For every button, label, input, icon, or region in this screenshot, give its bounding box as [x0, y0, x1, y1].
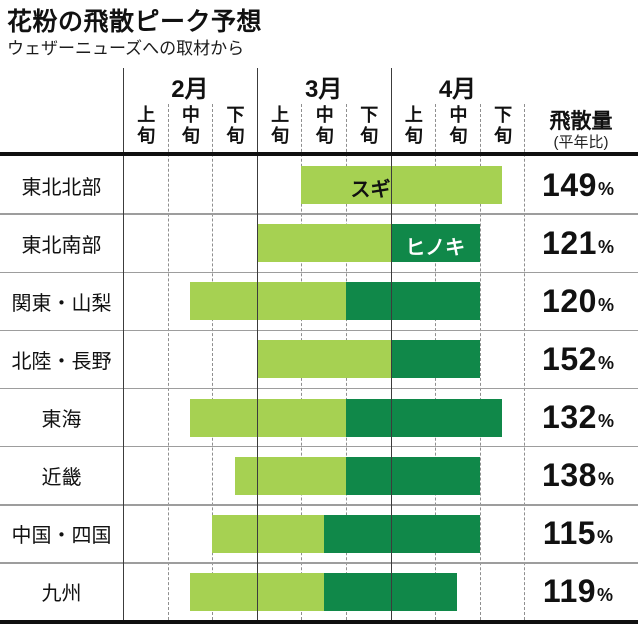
sugi-bar-segment: [189, 398, 346, 437]
sugi-bar-segment: [256, 340, 391, 379]
period-label: 上旬: [402, 105, 423, 147]
chart-row: 東海 132%: [0, 389, 638, 447]
chart-row: 北陸・長野 152%: [0, 330, 638, 388]
grid-dashed-line: [212, 104, 214, 620]
page-subtitle: ウェザーニューズへの取材から: [7, 39, 245, 58]
period-label: 中旬: [447, 105, 468, 147]
month-boundary-line: [256, 68, 258, 620]
value-number: 120: [542, 282, 597, 319]
dispersal-value: 132%: [524, 389, 632, 447]
percent-sign: %: [597, 527, 614, 548]
percent-sign: %: [597, 411, 614, 432]
month-boundary-line: [390, 68, 392, 620]
region-label: 東海: [41, 409, 82, 432]
chart-row: 中国・四国 115%: [0, 505, 638, 563]
hinoki-bar-segment: [390, 224, 480, 263]
dispersal-value: 149%: [524, 156, 632, 214]
sugi-bar-segment: [189, 282, 346, 321]
sugi-bar-segment: [212, 514, 324, 553]
hinoki-bar-segment: [346, 456, 480, 495]
dispersal-value: 138%: [524, 447, 632, 505]
row-separator: [0, 329, 638, 332]
region-label: 中国・四国: [11, 525, 112, 548]
percent-sign: %: [597, 178, 614, 199]
bar-series-label: ヒノキ: [405, 237, 466, 260]
sugi-bar-segment: [301, 166, 503, 205]
percent-sign: %: [597, 469, 614, 490]
percent-sign: %: [597, 352, 614, 373]
row-separator: [0, 387, 638, 390]
percent-sign: %: [597, 236, 614, 257]
period-label: 下旬: [492, 105, 513, 147]
row-separator: [0, 504, 638, 506]
row-separator: [0, 445, 638, 448]
dispersal-value: 119%: [524, 563, 632, 621]
chart-row: 東北北部 スギ 149%: [0, 156, 638, 214]
chart-row: 東北南部 ヒノキ 121%: [0, 214, 638, 272]
grid-dashed-line: [479, 104, 481, 620]
page-title: 花粉の飛散ピーク予想: [7, 8, 263, 36]
chart-row: 九州 119%: [0, 563, 638, 621]
hinoki-bar-segment: [323, 514, 480, 553]
value-number: 119: [542, 573, 597, 610]
period-label: 下旬: [358, 105, 379, 147]
header-rule: [0, 152, 638, 156]
value-number: 149: [542, 166, 597, 203]
row-separator: [0, 213, 638, 215]
row-separator: [0, 271, 638, 273]
dispersal-value: 120%: [524, 272, 632, 330]
dispersal-value: 115%: [524, 505, 632, 563]
period-label: 中旬: [313, 105, 334, 147]
hinoki-bar-segment: [390, 340, 480, 379]
bottom-rule: [0, 620, 638, 624]
month-label: 2月: [171, 76, 209, 103]
value-number: 115: [542, 515, 597, 552]
grid-dashed-line: [524, 104, 526, 620]
region-label: 北陸・長野: [11, 350, 112, 373]
bar-series-label: スギ: [350, 179, 391, 202]
month-label: 4月: [438, 76, 477, 103]
value-number: 152: [542, 340, 597, 377]
month-label: 3月: [305, 76, 343, 103]
period-label: 上旬: [269, 105, 290, 147]
region-label: 関東・山梨: [11, 292, 112, 315]
dispersal-value: 121%: [524, 214, 632, 272]
sugi-bar-segment: [189, 572, 324, 611]
period-label: 上旬: [135, 105, 156, 147]
period-label: 下旬: [224, 105, 245, 147]
region-label: 東北北部: [21, 176, 102, 199]
value-number: 138: [542, 457, 597, 494]
value-number: 132: [542, 399, 597, 436]
dispersal-value: 152%: [524, 330, 632, 388]
grid-dashed-line: [167, 104, 169, 620]
row-separator: [0, 562, 638, 564]
hinoki-bar-segment: [346, 282, 480, 321]
amount-column-subheader: (平年比): [553, 134, 609, 151]
chart-row: 関東・山梨 120%: [0, 272, 638, 330]
value-number: 121: [542, 224, 597, 261]
sugi-bar-segment: [256, 224, 391, 263]
sugi-bar-segment: [234, 456, 346, 495]
percent-sign: %: [597, 585, 614, 606]
month-boundary-line: [123, 68, 124, 620]
period-label: 中旬: [179, 105, 200, 147]
amount-column-header: 飛散量: [549, 110, 613, 133]
hinoki-bar-segment: [346, 398, 503, 437]
chart-row: 近畿 138%: [0, 447, 638, 505]
region-label: 近畿: [41, 467, 82, 490]
hinoki-bar-segment: [323, 572, 458, 611]
percent-sign: %: [597, 294, 614, 315]
region-label: 九州: [41, 583, 82, 606]
region-label: 東北南部: [21, 234, 102, 257]
